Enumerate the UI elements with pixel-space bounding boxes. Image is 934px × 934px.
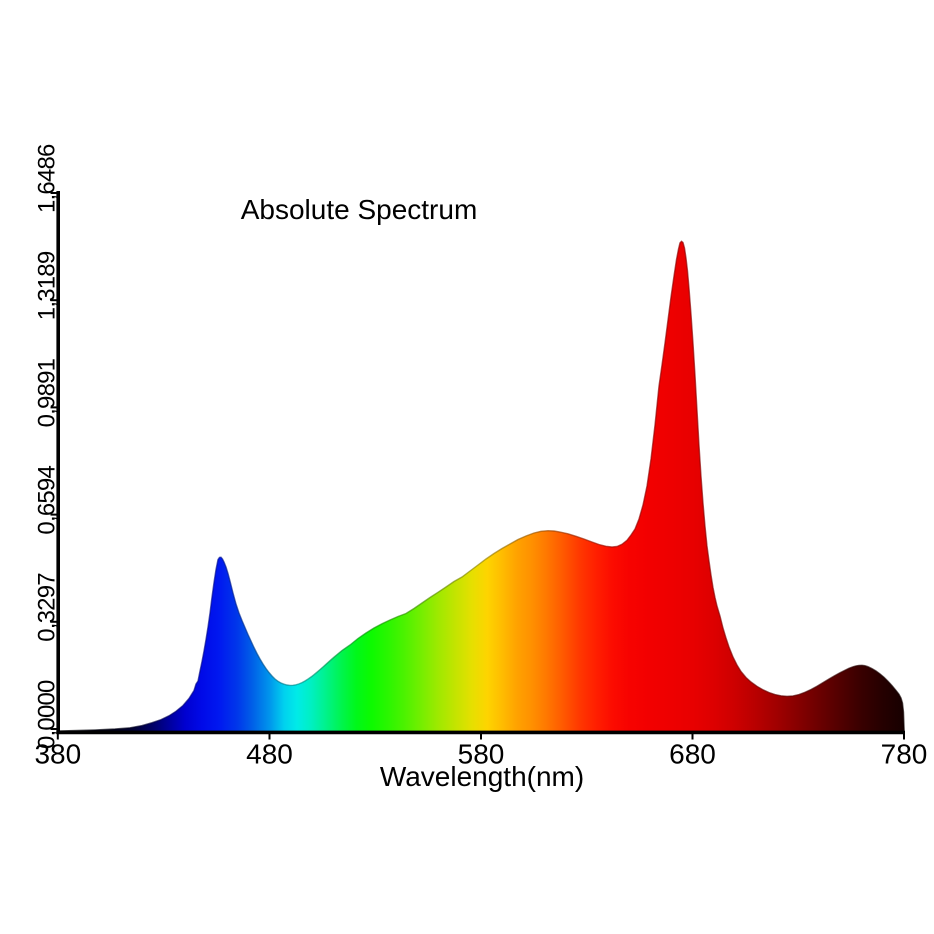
svg-text:580: 580	[458, 739, 505, 770]
svg-text:Absolute Spectrum: Absolute Spectrum	[241, 194, 478, 225]
svg-text:Wavelength(nm): Wavelength(nm)	[380, 761, 584, 792]
svg-text:0,0000: 0,0000	[34, 680, 61, 749]
svg-text:680: 680	[669, 739, 716, 770]
svg-text:0,6594: 0,6594	[34, 466, 61, 535]
svg-text:480: 480	[246, 739, 293, 770]
svg-text:780: 780	[881, 739, 928, 770]
svg-text:380: 380	[34, 739, 81, 770]
svg-text:1,3189: 1,3189	[34, 251, 61, 320]
svg-text:0,9891: 0,9891	[34, 358, 61, 427]
svg-text:1,6486: 1,6486	[34, 144, 61, 213]
svg-text:0,3297: 0,3297	[34, 573, 61, 642]
